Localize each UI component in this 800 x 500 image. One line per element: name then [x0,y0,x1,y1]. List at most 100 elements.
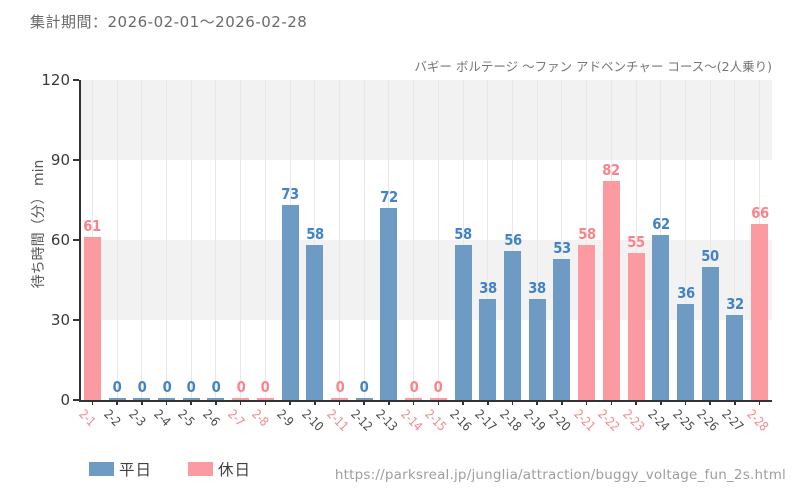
x-tick-mark [239,400,242,405]
bar-2-11 [331,398,348,400]
bar-2-24 [652,234,670,400]
x-tick-mark [585,400,588,405]
x-tick-mark [536,400,538,405]
bar-value-2-14: 0 [409,378,419,396]
x-tick-mark [684,400,687,405]
bar-value-2-15: 0 [433,378,443,396]
x-tick-mark [289,400,291,405]
x-tick-label-2-15: 2-15 [422,406,450,434]
gridline-vertical [685,80,686,400]
gridline-vertical [734,80,736,400]
bar-value-2-5: 0 [186,378,196,396]
gridline-vertical [709,80,711,400]
x-tick-label-2-20: 2-20 [546,406,574,434]
x-tick-mark [610,400,613,405]
x-tick-label-2-24: 2-24 [644,406,673,434]
x-tick-label-2-18: 2-18 [496,406,525,434]
x-tick-mark [116,400,118,405]
x-tick-mark [165,400,168,405]
bar-value-2-10: 58 [306,225,324,244]
bar-2-26 [701,266,719,400]
x-tick-label-2-4: 2-4 [150,406,174,430]
x-tick-label-2-10: 2-10 [298,406,327,434]
x-tick-mark [412,400,415,405]
y-tick-mark [73,159,79,161]
gridline-vertical [437,80,439,400]
bar-2-4 [158,398,175,400]
bar-2-9 [281,205,299,400]
y-tick-label: 0 [60,391,70,409]
x-tick-mark [363,400,365,405]
x-tick-label-2-26: 2-26 [694,406,722,434]
y-tick-label: 120 [41,71,70,89]
y-axis-line [79,80,81,400]
x-tick-label-2-5: 2-5 [175,406,199,430]
gridline-vertical [635,80,637,400]
bar-2-6 [207,398,225,400]
bar-2-15 [429,398,447,400]
x-tick-label-2-16: 2-16 [447,406,475,434]
bar-2-20 [553,258,571,400]
legend-holiday-label: 休日 [218,461,252,479]
bar-value-2-26: 50 [701,246,719,265]
x-tick-mark [462,400,464,405]
legend-weekday-label: 平日 [119,461,153,479]
gridline-vertical [166,80,167,400]
bar-2-25 [677,304,694,400]
bar-value-2-1: 61 [83,217,102,236]
x-tick-mark [487,400,489,405]
x-tick-mark [635,400,637,405]
x-tick-mark [141,400,143,405]
bar-value-2-3: 0 [137,378,147,396]
bar-2-12 [355,398,373,400]
bar-2-19 [528,298,546,400]
aggregation-period-label: 集計期間：2026-02-01～2026-02-28 [30,13,308,31]
x-tick-label-2-14: 2-14 [397,406,426,434]
bar-2-10 [306,245,324,400]
x-tick-label-2-9: 2-9 [274,406,297,430]
x-tick-label-2-27: 2-27 [719,406,747,434]
bar-2-21 [578,245,596,400]
bar-2-13 [380,208,398,400]
bar-2-2 [108,398,126,400]
bar-2-7 [232,398,250,400]
bar-value-2-12: 0 [359,378,369,396]
gridline-vertical [561,80,563,400]
y-tick-mark [73,79,79,81]
y-tick-mark [73,239,79,241]
bar-2-1 [83,237,101,400]
gridline-vertical [264,80,266,400]
bar-value-2-19: 38 [528,278,546,297]
bar-2-5 [182,398,200,400]
gridline-vertical [512,80,513,400]
bar-2-18 [504,250,521,400]
x-tick-label-2-8: 2-8 [249,406,273,430]
bar-value-2-27: 32 [726,294,744,313]
x-tick-mark [734,400,736,405]
grid-band [80,80,772,160]
bar-value-2-23: 55 [627,233,645,252]
x-tick-mark [215,400,217,405]
bar-value-2-18: 56 [503,230,522,249]
legend-holiday-swatch [188,462,214,476]
legend-weekday-swatch [89,462,114,476]
gridline-vertical [487,80,489,400]
y-tick-label: 30 [50,311,70,329]
bar-2-28 [751,224,769,400]
gridline-vertical [536,80,538,400]
source-url: https://parksreal.jp/junglia/attraction/… [334,467,786,483]
bar-2-22 [602,181,620,400]
y-tick-mark [73,399,79,401]
x-tick-label-2-7: 2-7 [224,406,248,430]
x-tick-label-2-23: 2-23 [620,406,648,434]
legend: 平日 休日 [89,458,287,480]
x-tick-mark [190,400,192,405]
bar-2-27 [726,314,744,400]
x-tick-mark [264,400,267,405]
x-tick-mark [660,400,662,405]
bar-2-23 [627,253,645,400]
x-tick-label-2-12: 2-12 [348,406,376,434]
x-tick-mark [388,400,390,405]
gridline-vertical [586,80,588,400]
